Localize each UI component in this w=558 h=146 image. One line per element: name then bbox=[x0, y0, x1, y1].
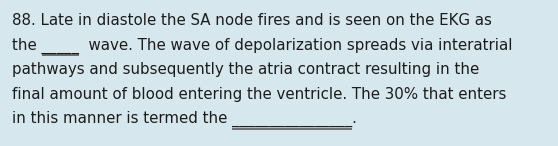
Text: the _____  wave. The wave of depolarization spreads via interatrial: the _____ wave. The wave of depolarizati… bbox=[12, 38, 512, 54]
Text: 88. Late in diastole the SA node fires and is seen on the EKG as: 88. Late in diastole the SA node fires a… bbox=[12, 13, 492, 28]
Text: in this manner is termed the ________________.: in this manner is termed the ___________… bbox=[12, 111, 357, 127]
Text: final amount of blood entering the ventricle. The 30% that enters: final amount of blood entering the ventr… bbox=[12, 86, 506, 101]
Text: pathways and subsequently the atria contract resulting in the: pathways and subsequently the atria cont… bbox=[12, 62, 479, 77]
